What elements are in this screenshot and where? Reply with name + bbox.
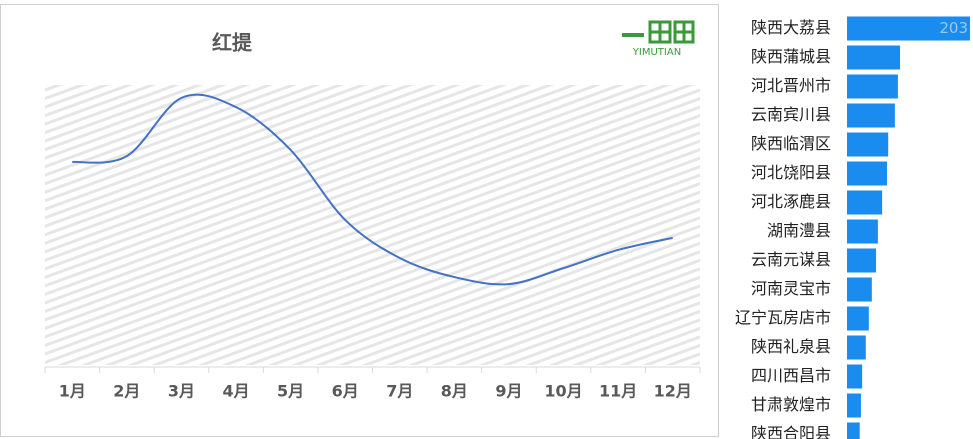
bar: [847, 277, 872, 302]
bar: [847, 16, 970, 41]
line-series: [72, 93, 673, 286]
bar: [847, 335, 866, 360]
x-tick-label: 10月: [544, 382, 582, 401]
x-tick-label: 11月: [599, 382, 637, 401]
chart-title: 红提: [212, 31, 253, 55]
plot-background: [45, 85, 700, 365]
category-label: 陕西蒲城县: [751, 47, 831, 66]
category-label: 陕西临渭区: [751, 134, 831, 153]
x-tick-label: 7月: [386, 382, 413, 401]
bar: [847, 248, 877, 273]
category-label: 云南宾川县: [751, 105, 831, 124]
category-label: 河北涿鹿县: [751, 192, 831, 211]
x-tick-label: 4月: [222, 382, 249, 401]
logo-text: YIMUTIAN: [632, 47, 681, 58]
category-label: 河南灵宝市: [751, 279, 831, 298]
logo: YIMUTIAN: [622, 20, 695, 58]
category-label: 云南元谋县: [751, 250, 831, 269]
category-label: 陕西大荔县: [751, 18, 831, 37]
bar: [847, 219, 878, 244]
bar: [847, 393, 861, 418]
bar: [847, 103, 895, 128]
category-label: 陕西合阳县: [751, 424, 831, 439]
category-label: 湖南澧县: [767, 221, 831, 240]
bar: [847, 190, 883, 215]
value-label: 203: [939, 19, 968, 37]
bar: [847, 306, 869, 331]
category-label: 陕西礼泉县: [751, 337, 831, 356]
category-label: 甘肃敦煌市: [751, 395, 831, 414]
bar: [847, 45, 901, 70]
category-label: 辽宁瓦房店市: [735, 308, 831, 327]
bar: [847, 132, 889, 157]
bar: [847, 422, 860, 439]
category-label: 河北晋州市: [751, 76, 831, 95]
x-tick-label: 9月: [495, 382, 522, 401]
x-tick-label: 8月: [441, 382, 468, 401]
bar: [847, 161, 887, 186]
x-tick-label: 1月: [59, 382, 86, 401]
category-label: 四川西昌市: [751, 366, 831, 385]
bar: [847, 364, 863, 389]
category-label: 河北饶阳县: [751, 163, 831, 182]
x-tick-label: 12月: [654, 382, 692, 401]
x-tick-label: 3月: [168, 382, 195, 401]
x-tick-label: 5月: [277, 382, 304, 401]
x-tick-label: 2月: [113, 382, 140, 401]
x-tick-label: 6月: [332, 382, 359, 401]
bar: [847, 74, 898, 99]
